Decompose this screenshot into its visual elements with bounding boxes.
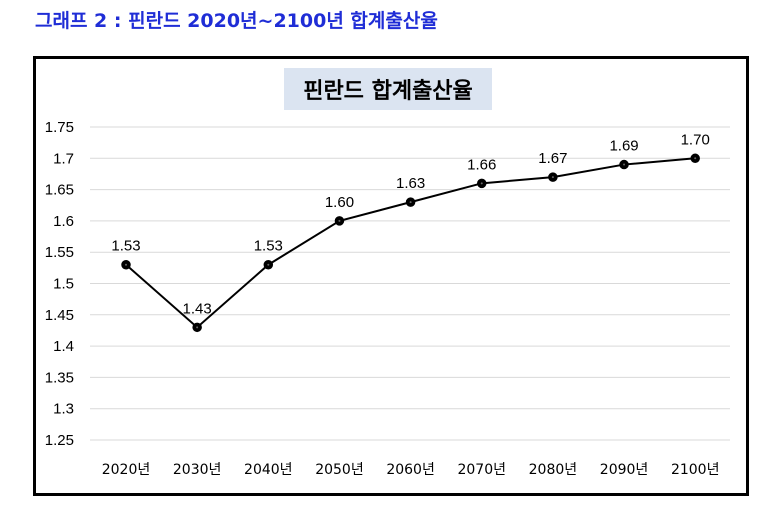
y-tick-label: 1.3 — [53, 401, 74, 418]
x-tick-label: 2040년 — [244, 462, 293, 478]
x-tick-label: 2060년 — [386, 462, 435, 478]
data-label: 1.70 — [681, 131, 710, 148]
y-tick-label: 1.25 — [45, 432, 74, 449]
y-tick-label: 1.5 — [53, 276, 74, 293]
data-point-highlight — [551, 176, 554, 179]
data-point-highlight — [623, 163, 626, 166]
data-point-highlight — [125, 263, 127, 266]
data-label: 1.66 — [467, 156, 496, 173]
data-label: 1.63 — [396, 175, 425, 192]
data-point-highlight — [480, 182, 483, 185]
x-tick-label: 2090년 — [600, 462, 649, 478]
y-tick-label: 1.75 — [45, 119, 74, 136]
data-label: 1.53 — [254, 238, 283, 255]
data-point-highlight — [267, 263, 270, 266]
chart-frame — [33, 56, 749, 496]
data-point-highlight — [409, 201, 412, 204]
data-label: 1.60 — [325, 194, 354, 211]
x-tick-label: 2100년 — [671, 462, 720, 478]
y-tick-label: 1.6 — [53, 213, 74, 230]
figure-caption: 그래프 2 : 핀란드 2020년~2100년 합계출산율 — [35, 10, 438, 32]
data-point-highlight — [196, 326, 199, 329]
data-label: 1.53 — [111, 238, 140, 255]
chart-title-box: 핀란드 합계출산율 — [284, 68, 492, 110]
y-tick-label: 1.35 — [45, 369, 74, 386]
x-tick-label: 2080년 — [529, 462, 578, 478]
y-tick-label: 1.45 — [45, 307, 74, 324]
x-tick-label: 2070년 — [457, 462, 506, 478]
data-label: 1.67 — [538, 150, 567, 167]
chart-title: 핀란드 합계출산율 — [303, 79, 473, 104]
data-point-highlight — [694, 157, 697, 160]
x-tick-label: 2030년 — [173, 462, 222, 478]
y-tick-label: 1.65 — [45, 182, 74, 199]
data-label: 1.69 — [609, 138, 638, 155]
data-label: 1.43 — [183, 300, 212, 317]
y-tick-label: 1.7 — [53, 150, 74, 167]
x-tick-label: 2050년 — [315, 462, 364, 478]
data-point-highlight — [338, 219, 341, 222]
y-tick-label: 1.4 — [53, 338, 74, 355]
y-tick-label: 1.55 — [45, 244, 74, 261]
x-tick-label: 2020년 — [102, 462, 151, 478]
